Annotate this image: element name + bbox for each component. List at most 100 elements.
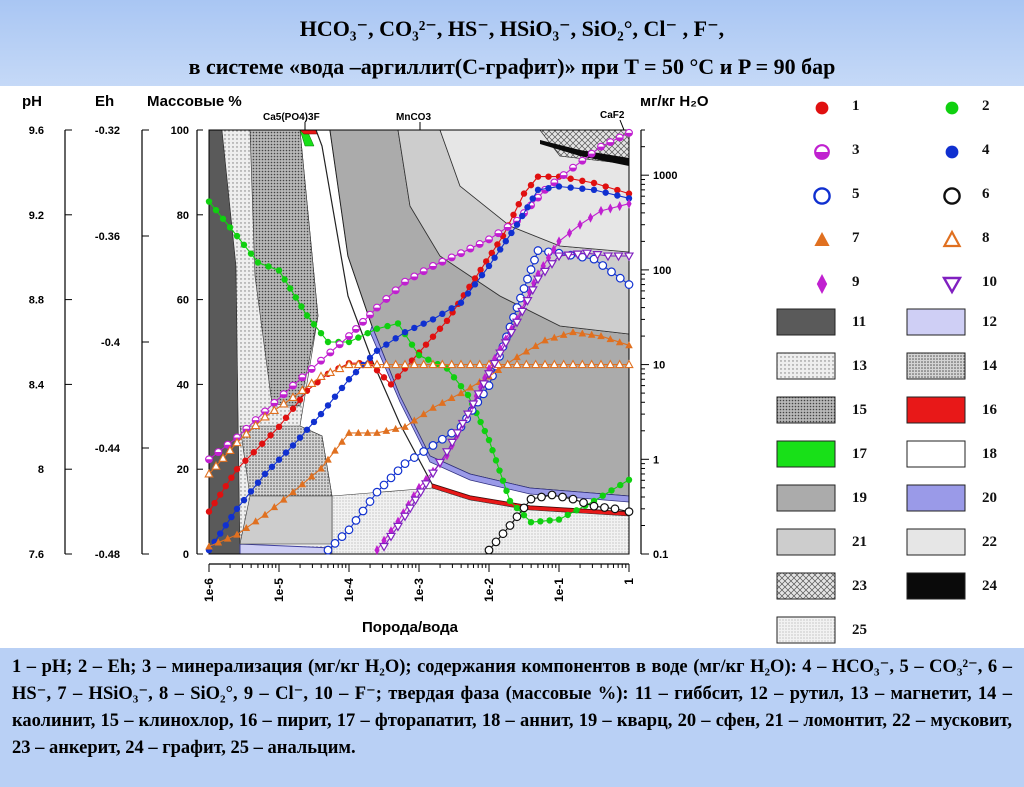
series-point-7	[597, 332, 605, 340]
series-point-2	[481, 427, 488, 435]
series-point-4	[310, 418, 318, 426]
series-point-1	[422, 341, 430, 348]
series-point-2	[464, 391, 472, 399]
series-point-4	[268, 463, 276, 471]
legend-item-15: 15	[770, 394, 900, 434]
series-point-6	[624, 507, 634, 517]
series-point-1	[228, 474, 235, 481]
series-point-8	[446, 359, 457, 369]
series-point-10	[399, 512, 411, 522]
series-10	[378, 249, 635, 552]
series-point-4	[345, 376, 353, 383]
series-point-8	[225, 445, 235, 455]
series-point-7	[298, 480, 307, 488]
series-point-7	[324, 455, 332, 463]
legend-marker-3	[814, 144, 830, 160]
series-point-10	[572, 250, 583, 260]
legend-number: 3	[852, 142, 860, 158]
legend-item-5: 5	[770, 176, 900, 216]
series-point-5	[526, 265, 536, 274]
series-point-7	[410, 416, 419, 424]
series-point-4	[625, 195, 633, 202]
series-point-3-fill	[326, 352, 334, 356]
series-point-2	[303, 312, 311, 319]
series-point-1	[567, 175, 574, 182]
series-point-2	[281, 276, 288, 283]
series-point-8	[549, 359, 560, 369]
legend-number: 15	[852, 402, 867, 418]
axes-group: 9.6 9.2 8.8 8.4 8 7.6 -0.32 -0.36 -0.4 -0.44 -0.48…	[29, 125, 678, 602]
series-point-5	[323, 545, 333, 555]
series-point-4	[567, 184, 574, 191]
legend-phase-box	[776, 528, 836, 556]
series-point-8	[530, 359, 541, 369]
series-point-4	[392, 335, 399, 342]
legend-item-7: 7	[770, 220, 900, 260]
series-point-8	[437, 359, 448, 369]
series-point-10	[468, 400, 479, 410]
annot-fluorapatite: Ca5(PO4)3F	[263, 112, 320, 123]
eh-tick-label: -0.48	[95, 549, 120, 561]
series-point-5	[330, 538, 340, 548]
series-point-4	[439, 310, 446, 318]
legend-number: 11	[852, 314, 867, 330]
eh-tick-label: -0.36	[95, 231, 120, 243]
phase-areas	[209, 130, 629, 554]
series-point-10	[553, 252, 565, 262]
series-point-4	[383, 341, 390, 348]
series-point-2	[415, 352, 423, 359]
legend-item-11: 11	[770, 306, 900, 346]
series-line-3	[208, 132, 630, 460]
series-5	[323, 246, 634, 555]
series-point-9	[577, 219, 583, 230]
series-point-1	[510, 211, 517, 218]
series-point-8	[278, 398, 289, 408]
series-point-2	[247, 250, 255, 257]
mass-tick-label: 0	[183, 549, 189, 561]
eh-tick-label: -0.4	[101, 337, 121, 349]
series-point-4	[590, 186, 598, 194]
series-point-3-fill	[345, 336, 353, 340]
series-point-8	[250, 420, 261, 430]
series-point-8	[316, 371, 326, 380]
series-point-8	[344, 359, 354, 369]
series-point-8	[218, 453, 228, 462]
series-point-2	[506, 497, 514, 505]
series-point-7	[214, 538, 223, 546]
series-point-2	[625, 476, 633, 483]
series-line-8	[208, 364, 629, 475]
legend-number: 19	[852, 490, 867, 506]
series-point-5	[615, 273, 625, 283]
series-point-4	[373, 347, 381, 354]
series-point-4	[614, 192, 621, 199]
annot-caf2: CaF2	[600, 110, 625, 121]
series-point-3-fill	[401, 281, 409, 286]
series-point-9	[556, 236, 562, 247]
series-point-2	[219, 215, 227, 222]
series-point-1	[289, 405, 297, 412]
mass-axis-label: Массовые %	[147, 93, 242, 110]
series-point-10	[613, 252, 624, 262]
series-point-8	[232, 437, 242, 447]
series-point-8	[540, 359, 550, 369]
series-point-5	[372, 487, 382, 497]
series-point-10	[539, 267, 551, 277]
series-point-4	[240, 496, 248, 504]
series-point-2	[496, 467, 503, 474]
legend-item-17: 17	[770, 438, 900, 478]
annot-mnco3: MnCO3	[396, 112, 431, 123]
legend-phase-box	[776, 484, 836, 512]
series-point-1	[579, 177, 586, 185]
series-point-4	[491, 254, 498, 261]
legend-marker-6	[943, 187, 961, 205]
series-point-10	[452, 429, 463, 439]
series-point-3-fill	[308, 368, 316, 373]
series-point-4	[352, 368, 360, 376]
series-point-7	[569, 328, 577, 336]
series-point-4	[401, 328, 409, 336]
legend-number: 12	[982, 314, 997, 330]
legend-number: 5	[852, 186, 860, 202]
series-point-8	[297, 385, 308, 394]
phase-sphene	[369, 324, 629, 503]
series-point-2	[226, 224, 234, 231]
